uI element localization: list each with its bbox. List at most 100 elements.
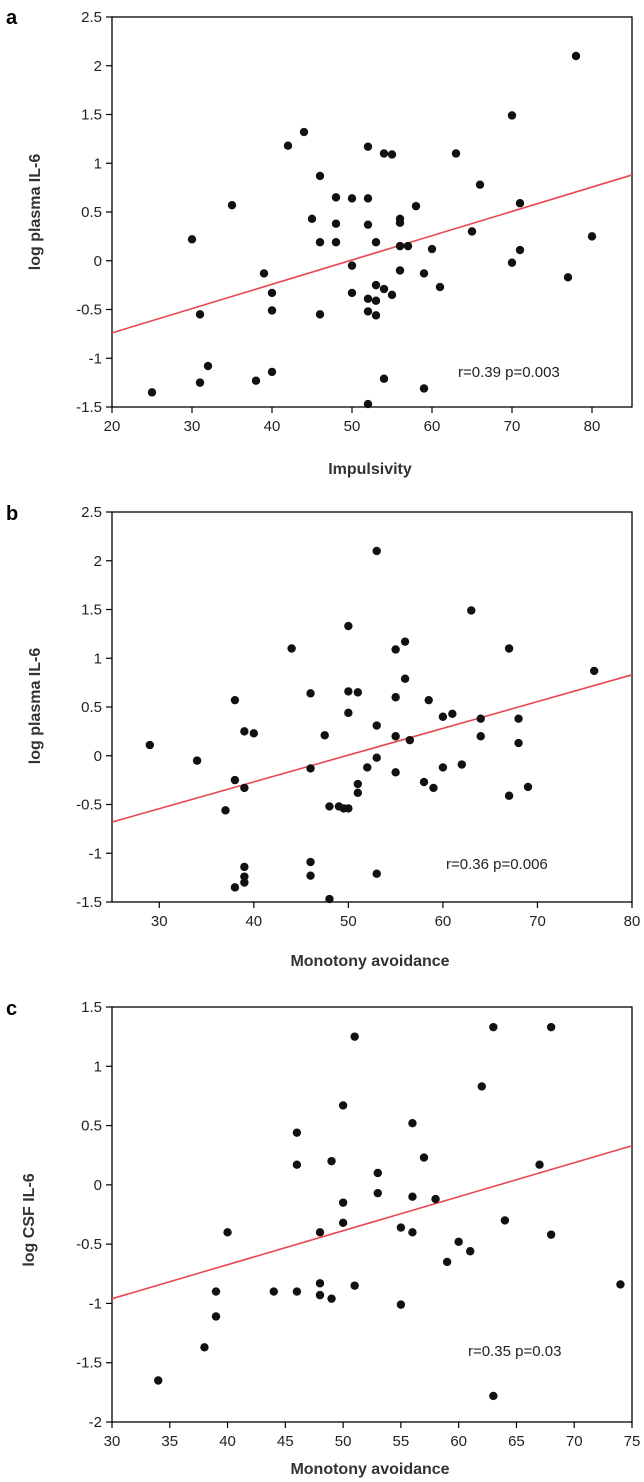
data-point [489,1022,498,1032]
data-point [292,1128,302,1137]
data-point [408,1228,417,1237]
data-point [395,218,405,227]
data-point [315,1279,325,1288]
data-point [372,869,381,878]
data-point [315,310,325,319]
data-point [477,1082,486,1091]
x-tick-label: 80 [624,913,641,930]
data-point [379,374,389,383]
y-tick-label: 0.5 [81,699,102,716]
data-point [187,235,197,244]
data-point [438,712,448,721]
data-point [230,775,240,785]
y-tick-label: -1.5 [76,894,102,911]
y-tick-label: 0.5 [81,204,102,221]
data-point [350,1281,359,1290]
data-point [363,142,373,151]
y-tick-label: 0.5 [81,1118,102,1135]
data-point [292,1287,302,1296]
panel-a-y-axis-label: log plasma IL-6 [27,154,44,271]
data-point [451,149,461,158]
y-tick-label: 0 [94,748,102,765]
data-point [299,127,309,137]
data-point [476,714,485,723]
panel-c-y-axis-label: log CSF IL-6 [21,1173,38,1266]
data-point [371,238,381,247]
data-point [419,269,429,278]
data-point [387,290,397,300]
y-tick-label: -1 [89,350,102,367]
x-tick-label: 50 [344,418,361,435]
data-point [195,378,205,387]
data-point [331,238,341,247]
data-point [240,872,249,881]
data-point [372,753,381,762]
svg-text:log plasma IL-6: log plasma IL-6 [27,154,44,271]
data-point [424,695,433,705]
y-tick-label: 1 [94,1058,102,1075]
y-tick-label: 1.5 [81,602,102,619]
data-point [429,783,438,793]
data-point [267,367,277,377]
y-tick-label: 2.5 [81,504,102,521]
data-point [507,258,517,267]
plot-frame [111,1006,633,1423]
x-tick-label: 40 [264,418,281,435]
data-point [419,384,429,393]
data-point [251,376,261,385]
data-point [467,227,477,236]
data-point [306,871,315,880]
data-point [347,261,357,270]
data-point [500,1216,510,1225]
data-point [411,201,421,211]
y-tick-label: -0.5 [76,302,102,319]
x-tick-label: 30 [151,913,168,930]
y-tick-label: 0 [94,253,102,270]
y-tick-label: 1 [94,650,102,667]
panel-a: a log plasma IL-6 Impulsivity r=0.39 p=0… [6,7,633,478]
data-point [331,219,341,228]
regression-line [111,674,633,823]
data-point [223,1228,232,1237]
data-point [535,1160,544,1169]
data-point [391,768,400,777]
data-point [154,1376,163,1385]
x-tick-label: 45 [277,1433,294,1450]
data-point [327,1156,336,1166]
data-point [292,1160,302,1169]
data-point [379,284,389,294]
data-point [563,273,573,282]
data-point [338,1101,348,1110]
data-point [211,1287,221,1296]
y-tick-label: -1.5 [76,399,102,416]
panel-b-y-axis-label: log plasma IL-6 [27,648,44,765]
x-tick-label: 70 [504,418,521,435]
data-point [454,1237,463,1246]
data-point [363,763,372,772]
data-point [395,241,405,251]
data-point [315,1290,325,1300]
data-point [504,644,514,653]
svg-text:log CSF IL-6: log CSF IL-6 [21,1173,38,1266]
data-point [438,763,448,772]
data-point [350,1032,359,1041]
data-point [395,266,405,275]
data-point [307,214,317,224]
data-point [147,388,157,397]
data-point [371,311,381,320]
data-point [315,1228,325,1237]
data-point [363,294,373,303]
x-tick-label: 50 [340,913,357,930]
x-tick-label: 30 [104,1433,121,1450]
data-point [230,695,240,705]
data-point [344,708,353,718]
data-point [523,782,533,792]
panel-b-letter: b [6,503,18,525]
data-point [589,666,599,676]
data-point [259,269,269,278]
data-point [448,709,457,719]
panel-c-letter: c [6,998,17,1020]
data-point [306,689,315,698]
x-tick-label: 70 [529,913,546,930]
